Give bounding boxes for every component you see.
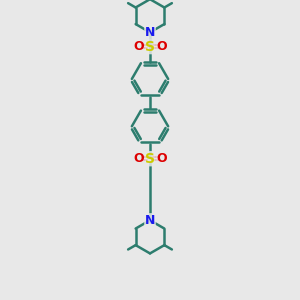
Text: N: N <box>145 26 155 39</box>
Text: O: O <box>156 40 167 53</box>
Text: N: N <box>145 214 155 227</box>
Text: S: S <box>145 152 155 166</box>
Text: O: O <box>156 152 167 165</box>
Text: O: O <box>133 40 144 53</box>
Text: O: O <box>133 152 144 165</box>
Text: S: S <box>145 40 155 54</box>
